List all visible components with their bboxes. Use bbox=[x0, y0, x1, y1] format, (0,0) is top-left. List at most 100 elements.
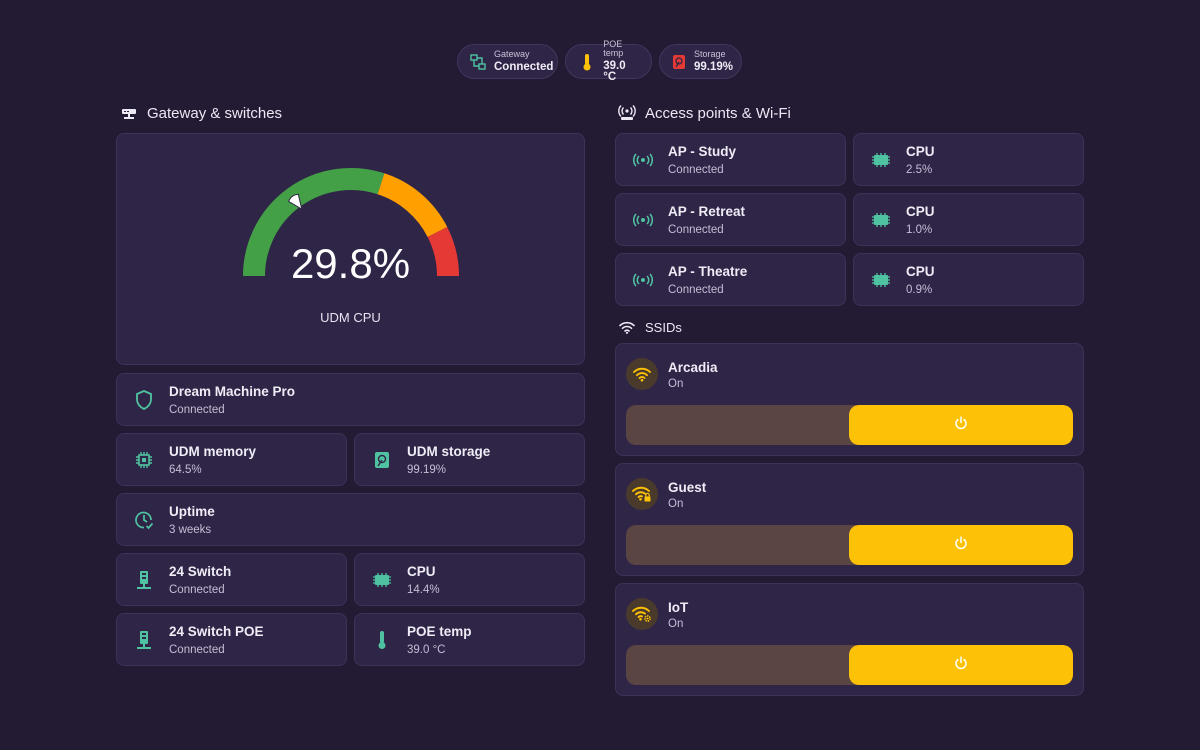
power-icon bbox=[954, 535, 968, 555]
tile-state: Connected bbox=[668, 223, 724, 236]
access-point-icon bbox=[632, 149, 654, 171]
power-icon bbox=[954, 655, 968, 675]
ssid-name: Arcadia bbox=[668, 360, 718, 375]
tile-state: 14.4% bbox=[407, 583, 440, 596]
cpu-gauge bbox=[243, 168, 459, 277]
tile-state: Connected bbox=[169, 583, 225, 596]
section-title-ssids: SSIDs bbox=[618, 318, 682, 336]
tile-name: Dream Machine Pro bbox=[169, 383, 296, 399]
router-icon bbox=[120, 104, 138, 122]
tile-state: 39.0 °C bbox=[407, 643, 446, 656]
cpu-icon bbox=[870, 209, 892, 231]
section-title-text: Access points & Wi-Fi bbox=[645, 104, 791, 122]
section-title-text: Gateway & switches bbox=[147, 104, 283, 122]
tile-state: 64.5% bbox=[169, 463, 202, 476]
tile-name: 24 Switch POE bbox=[169, 623, 264, 639]
ssid-card-iot[interactable]: IoT On bbox=[615, 583, 1084, 696]
tile-name: 24 Switch bbox=[169, 563, 232, 579]
chip-storage[interactable]: Storage 99.19% bbox=[659, 44, 742, 79]
harddisk-icon bbox=[672, 52, 686, 72]
tile-udm-storage[interactable]: UDM storage 99.19% bbox=[354, 433, 585, 486]
thermometer-icon bbox=[371, 629, 393, 651]
tile-ap-retreat-cpu[interactable]: CPU 1.0% bbox=[853, 193, 1084, 246]
cpu-icon bbox=[870, 269, 892, 291]
ssid-card-arcadia[interactable]: Arcadia On bbox=[615, 343, 1084, 456]
tile-udm-memory[interactable]: UDM memory 64.5% bbox=[116, 433, 347, 486]
tile-name: CPU bbox=[906, 263, 935, 279]
switch-icon bbox=[133, 569, 155, 591]
tile-name: AP - Study bbox=[668, 143, 737, 159]
tile-ap-retreat[interactable]: AP - Retreat Connected bbox=[615, 193, 846, 246]
wifi-lock-icon bbox=[626, 478, 658, 510]
chip-poe-temp[interactable]: POE temp 39.0 °C bbox=[565, 39, 652, 83]
tile-state: Connected bbox=[668, 163, 724, 176]
tile-switch-cpu[interactable]: CPU 14.4% bbox=[354, 553, 585, 606]
tile-24-switch-poe[interactable]: 24 Switch POE Connected bbox=[116, 613, 347, 666]
tile-ap-study[interactable]: AP - Study Connected bbox=[615, 133, 846, 186]
tile-state: Connected bbox=[169, 403, 225, 416]
tile-name: CPU bbox=[906, 203, 935, 219]
power-button[interactable] bbox=[849, 405, 1073, 445]
tile-24-switch[interactable]: 24 Switch Connected bbox=[116, 553, 347, 606]
tile-name: CPU bbox=[407, 563, 436, 579]
tile-name: UDM storage bbox=[407, 443, 491, 459]
tile-ap-study-cpu[interactable]: CPU 2.5% bbox=[853, 133, 1084, 186]
tile-state: 0.9% bbox=[906, 283, 933, 296]
tile-state: 99.19% bbox=[407, 463, 447, 476]
tile-name: AP - Theatre bbox=[668, 263, 748, 279]
chip-label: Storage bbox=[694, 48, 726, 59]
cpu-icon bbox=[371, 569, 393, 591]
section-title-text: SSIDs bbox=[645, 319, 682, 335]
tile-name: AP - Retreat bbox=[668, 203, 746, 219]
memory-icon bbox=[133, 449, 155, 471]
tile-state: Connected bbox=[169, 643, 225, 656]
access-point-icon bbox=[618, 104, 636, 122]
ssid-toggle[interactable] bbox=[626, 405, 1073, 445]
clock-check-icon bbox=[133, 509, 155, 531]
tile-name: CPU bbox=[906, 143, 935, 159]
cpu-icon bbox=[870, 149, 892, 171]
shield-icon bbox=[133, 389, 155, 411]
gauge-label: UDM CPU bbox=[320, 310, 381, 325]
gauge-segment-red bbox=[427, 226, 459, 277]
thermometer-icon bbox=[578, 52, 595, 72]
section-title-gateway: Gateway & switches bbox=[120, 104, 282, 122]
chip-label: POE temp bbox=[603, 38, 624, 58]
power-button[interactable] bbox=[849, 645, 1073, 685]
ssid-toggle[interactable] bbox=[626, 645, 1073, 685]
wifi-icon bbox=[626, 358, 658, 390]
ssid-toggle[interactable] bbox=[626, 525, 1073, 565]
ssid-state: On bbox=[668, 498, 684, 510]
access-point-icon bbox=[632, 269, 654, 291]
wifi-icon bbox=[618, 318, 636, 336]
tile-state: 2.5% bbox=[906, 163, 933, 176]
ssid-state: On bbox=[668, 618, 684, 630]
tile-name: Uptime bbox=[169, 503, 215, 519]
tile-state: Connected bbox=[668, 283, 724, 296]
section-title-access-points: Access points & Wi-Fi bbox=[618, 104, 791, 122]
tile-ap-theatre-cpu[interactable]: CPU 0.9% bbox=[853, 253, 1084, 306]
cpu-gauge-card[interactable]: 29.8% UDM CPU bbox=[116, 133, 585, 365]
switch-icon bbox=[133, 629, 155, 651]
power-icon bbox=[954, 415, 968, 435]
lan-icon bbox=[470, 52, 486, 72]
chip-value: 99.19% bbox=[694, 60, 734, 73]
tile-poe-temp[interactable]: POE temp 39.0 °C bbox=[354, 613, 585, 666]
ssid-state: On bbox=[668, 378, 684, 390]
chip-value: 39.0 °C bbox=[603, 59, 626, 83]
tile-uptime[interactable]: Uptime 3 weeks bbox=[116, 493, 585, 546]
gauge-value: 29.8% bbox=[290, 240, 411, 287]
ssid-card-guest[interactable]: Guest On bbox=[615, 463, 1084, 576]
chip-gateway[interactable]: Gateway Connected bbox=[457, 44, 558, 79]
ssid-name: Guest bbox=[668, 480, 707, 495]
access-point-icon bbox=[632, 209, 654, 231]
power-button[interactable] bbox=[849, 525, 1073, 565]
tile-name: POE temp bbox=[407, 623, 472, 639]
tile-dream-machine[interactable]: Dream Machine Pro Connected bbox=[116, 373, 585, 426]
tile-ap-theatre[interactable]: AP - Theatre Connected bbox=[615, 253, 846, 306]
gauge-segment-orange bbox=[377, 173, 448, 238]
chip-value: Connected bbox=[494, 60, 554, 73]
wifi-cog-icon bbox=[626, 598, 658, 630]
ssid-name: IoT bbox=[668, 600, 689, 615]
harddisk-icon bbox=[371, 449, 393, 471]
